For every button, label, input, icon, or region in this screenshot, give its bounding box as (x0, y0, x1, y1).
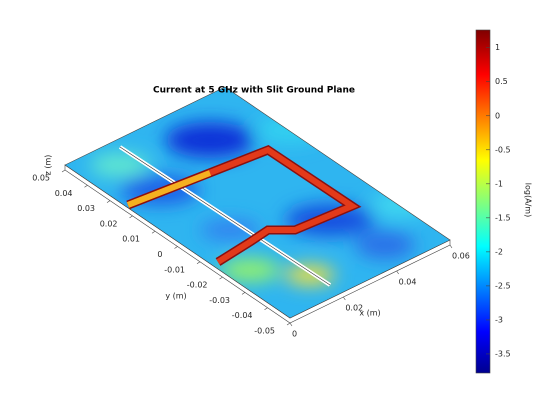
x-tick-label: 0.02 (345, 304, 363, 313)
y-tick-label: 0.01 (122, 235, 140, 244)
x-axis-label: x (m) (359, 309, 380, 318)
colorbar-tick-label: -3.5 (495, 349, 511, 358)
y-tick-label: 0.03 (77, 204, 95, 213)
colorbar-label: log(A/m) (524, 183, 533, 217)
y-tick-label: 0 (157, 250, 162, 259)
y-tick (241, 292, 246, 295)
y-tick (84, 185, 88, 188)
strip (126, 144, 362, 266)
y-tick-label: -0.05 (254, 327, 275, 336)
chart-title: Current at 5 GHz with Slit Ground Plane (153, 86, 355, 96)
x-tick (343, 296, 346, 301)
surface (65, 87, 450, 318)
y-tick-label: -0.02 (187, 281, 208, 290)
x-tick-label: 0.06 (452, 252, 470, 261)
y-tick (264, 307, 268, 310)
colorbar-tick-label: -3 (495, 315, 503, 324)
x-tick (396, 270, 399, 275)
y-tick (174, 246, 178, 249)
y-axis-label: y (m) (165, 292, 186, 301)
colorbar-tick-label: 0.5 (495, 77, 508, 86)
colorbar-tick-label: -0.5 (495, 145, 511, 154)
x-tick-label: 0.04 (399, 278, 417, 287)
x-tick-label: 0 (292, 330, 297, 339)
colorbar-tick-label: -1 (495, 179, 503, 188)
colorbar-tick-label: 0 (495, 111, 500, 120)
y-tick (219, 276, 223, 280)
y-tick-label: -0.01 (164, 265, 185, 274)
z-axis-label: z (m) (44, 155, 53, 176)
colorbar-tick-label: -2 (495, 247, 503, 256)
x-tick (289, 322, 293, 327)
y-tick (61, 169, 66, 173)
y-tick-label: -0.04 (232, 311, 253, 320)
y-tick (129, 215, 133, 219)
colorbar-tick-label: 1 (495, 43, 500, 52)
y-tick (151, 230, 156, 234)
y-tick (196, 261, 201, 265)
y-tick (106, 200, 111, 203)
colorbar-tick-label: -1.5 (495, 213, 511, 222)
x-tick (449, 244, 453, 249)
y-tick-label: 0.02 (100, 219, 118, 228)
y-tick (286, 322, 291, 326)
y-tick-label: 0.05 (32, 174, 50, 183)
y-tick-label: -0.03 (209, 296, 230, 305)
y-tick-label: 0.04 (55, 189, 73, 198)
colorbar-tick-label: -2.5 (495, 281, 511, 290)
